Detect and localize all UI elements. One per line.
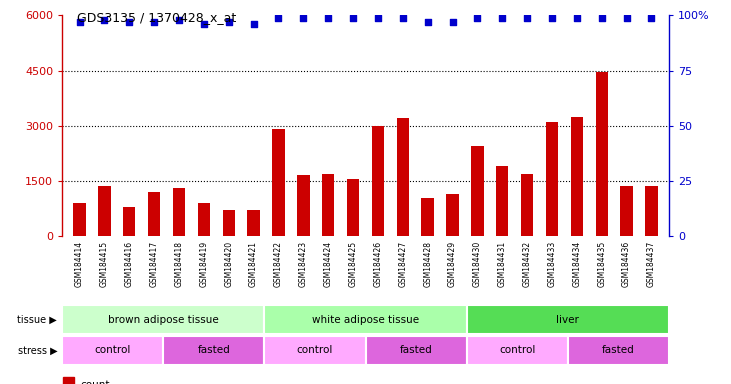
Bar: [571, 117, 583, 236]
Point: [571, 15, 583, 21]
Bar: [521, 174, 534, 236]
Bar: [265, 336, 366, 365]
Bar: [98, 187, 110, 236]
Point: [248, 21, 260, 27]
Point: [596, 15, 607, 21]
Bar: [466, 336, 568, 365]
Bar: [123, 207, 135, 236]
Text: brown adipose tissue: brown adipose tissue: [108, 314, 219, 325]
Bar: [372, 126, 385, 236]
Point: [645, 15, 657, 21]
Point: [397, 15, 409, 21]
Bar: [596, 73, 608, 236]
Bar: [173, 188, 185, 236]
Bar: [62, 305, 265, 334]
Bar: [366, 336, 466, 365]
Bar: [163, 336, 265, 365]
Bar: [247, 210, 260, 236]
Point: [621, 15, 632, 21]
Text: stress ▶: stress ▶: [18, 345, 57, 356]
Bar: [466, 305, 669, 334]
Point: [521, 15, 533, 21]
Point: [546, 15, 558, 21]
Text: tissue ▶: tissue ▶: [18, 314, 57, 325]
Bar: [148, 192, 160, 236]
Point: [273, 15, 284, 21]
Point: [422, 19, 433, 25]
Point: [347, 15, 359, 21]
Bar: [471, 146, 484, 236]
Point: [74, 19, 86, 25]
Bar: [64, 377, 75, 384]
Point: [173, 17, 185, 23]
Bar: [546, 122, 558, 236]
Bar: [645, 187, 658, 236]
Bar: [346, 179, 359, 236]
Text: control: control: [499, 345, 535, 356]
Bar: [62, 336, 163, 365]
Point: [496, 15, 508, 21]
Text: control: control: [297, 345, 333, 356]
Bar: [297, 175, 309, 236]
Bar: [568, 336, 669, 365]
Text: control: control: [94, 345, 131, 356]
Point: [471, 15, 483, 21]
Text: count: count: [80, 381, 110, 384]
Bar: [447, 194, 459, 236]
Bar: [197, 203, 210, 236]
Text: liver: liver: [556, 314, 579, 325]
Point: [99, 17, 110, 23]
Point: [447, 19, 458, 25]
Point: [124, 19, 135, 25]
Text: GDS3135 / 1370428_x_at: GDS3135 / 1370428_x_at: [77, 12, 236, 25]
Bar: [222, 210, 235, 236]
Point: [198, 21, 210, 27]
Text: fasted: fasted: [197, 345, 230, 356]
Bar: [397, 118, 409, 236]
Text: fasted: fasted: [400, 345, 433, 356]
Point: [322, 15, 334, 21]
Point: [148, 19, 160, 25]
Point: [298, 15, 309, 21]
Point: [372, 15, 384, 21]
Bar: [496, 166, 509, 236]
Bar: [265, 305, 466, 334]
Bar: [272, 129, 284, 236]
Text: white adipose tissue: white adipose tissue: [312, 314, 419, 325]
Bar: [621, 187, 633, 236]
Bar: [422, 197, 434, 236]
Bar: [322, 174, 334, 236]
Point: [223, 19, 235, 25]
Text: fasted: fasted: [602, 345, 635, 356]
Bar: [73, 203, 86, 236]
